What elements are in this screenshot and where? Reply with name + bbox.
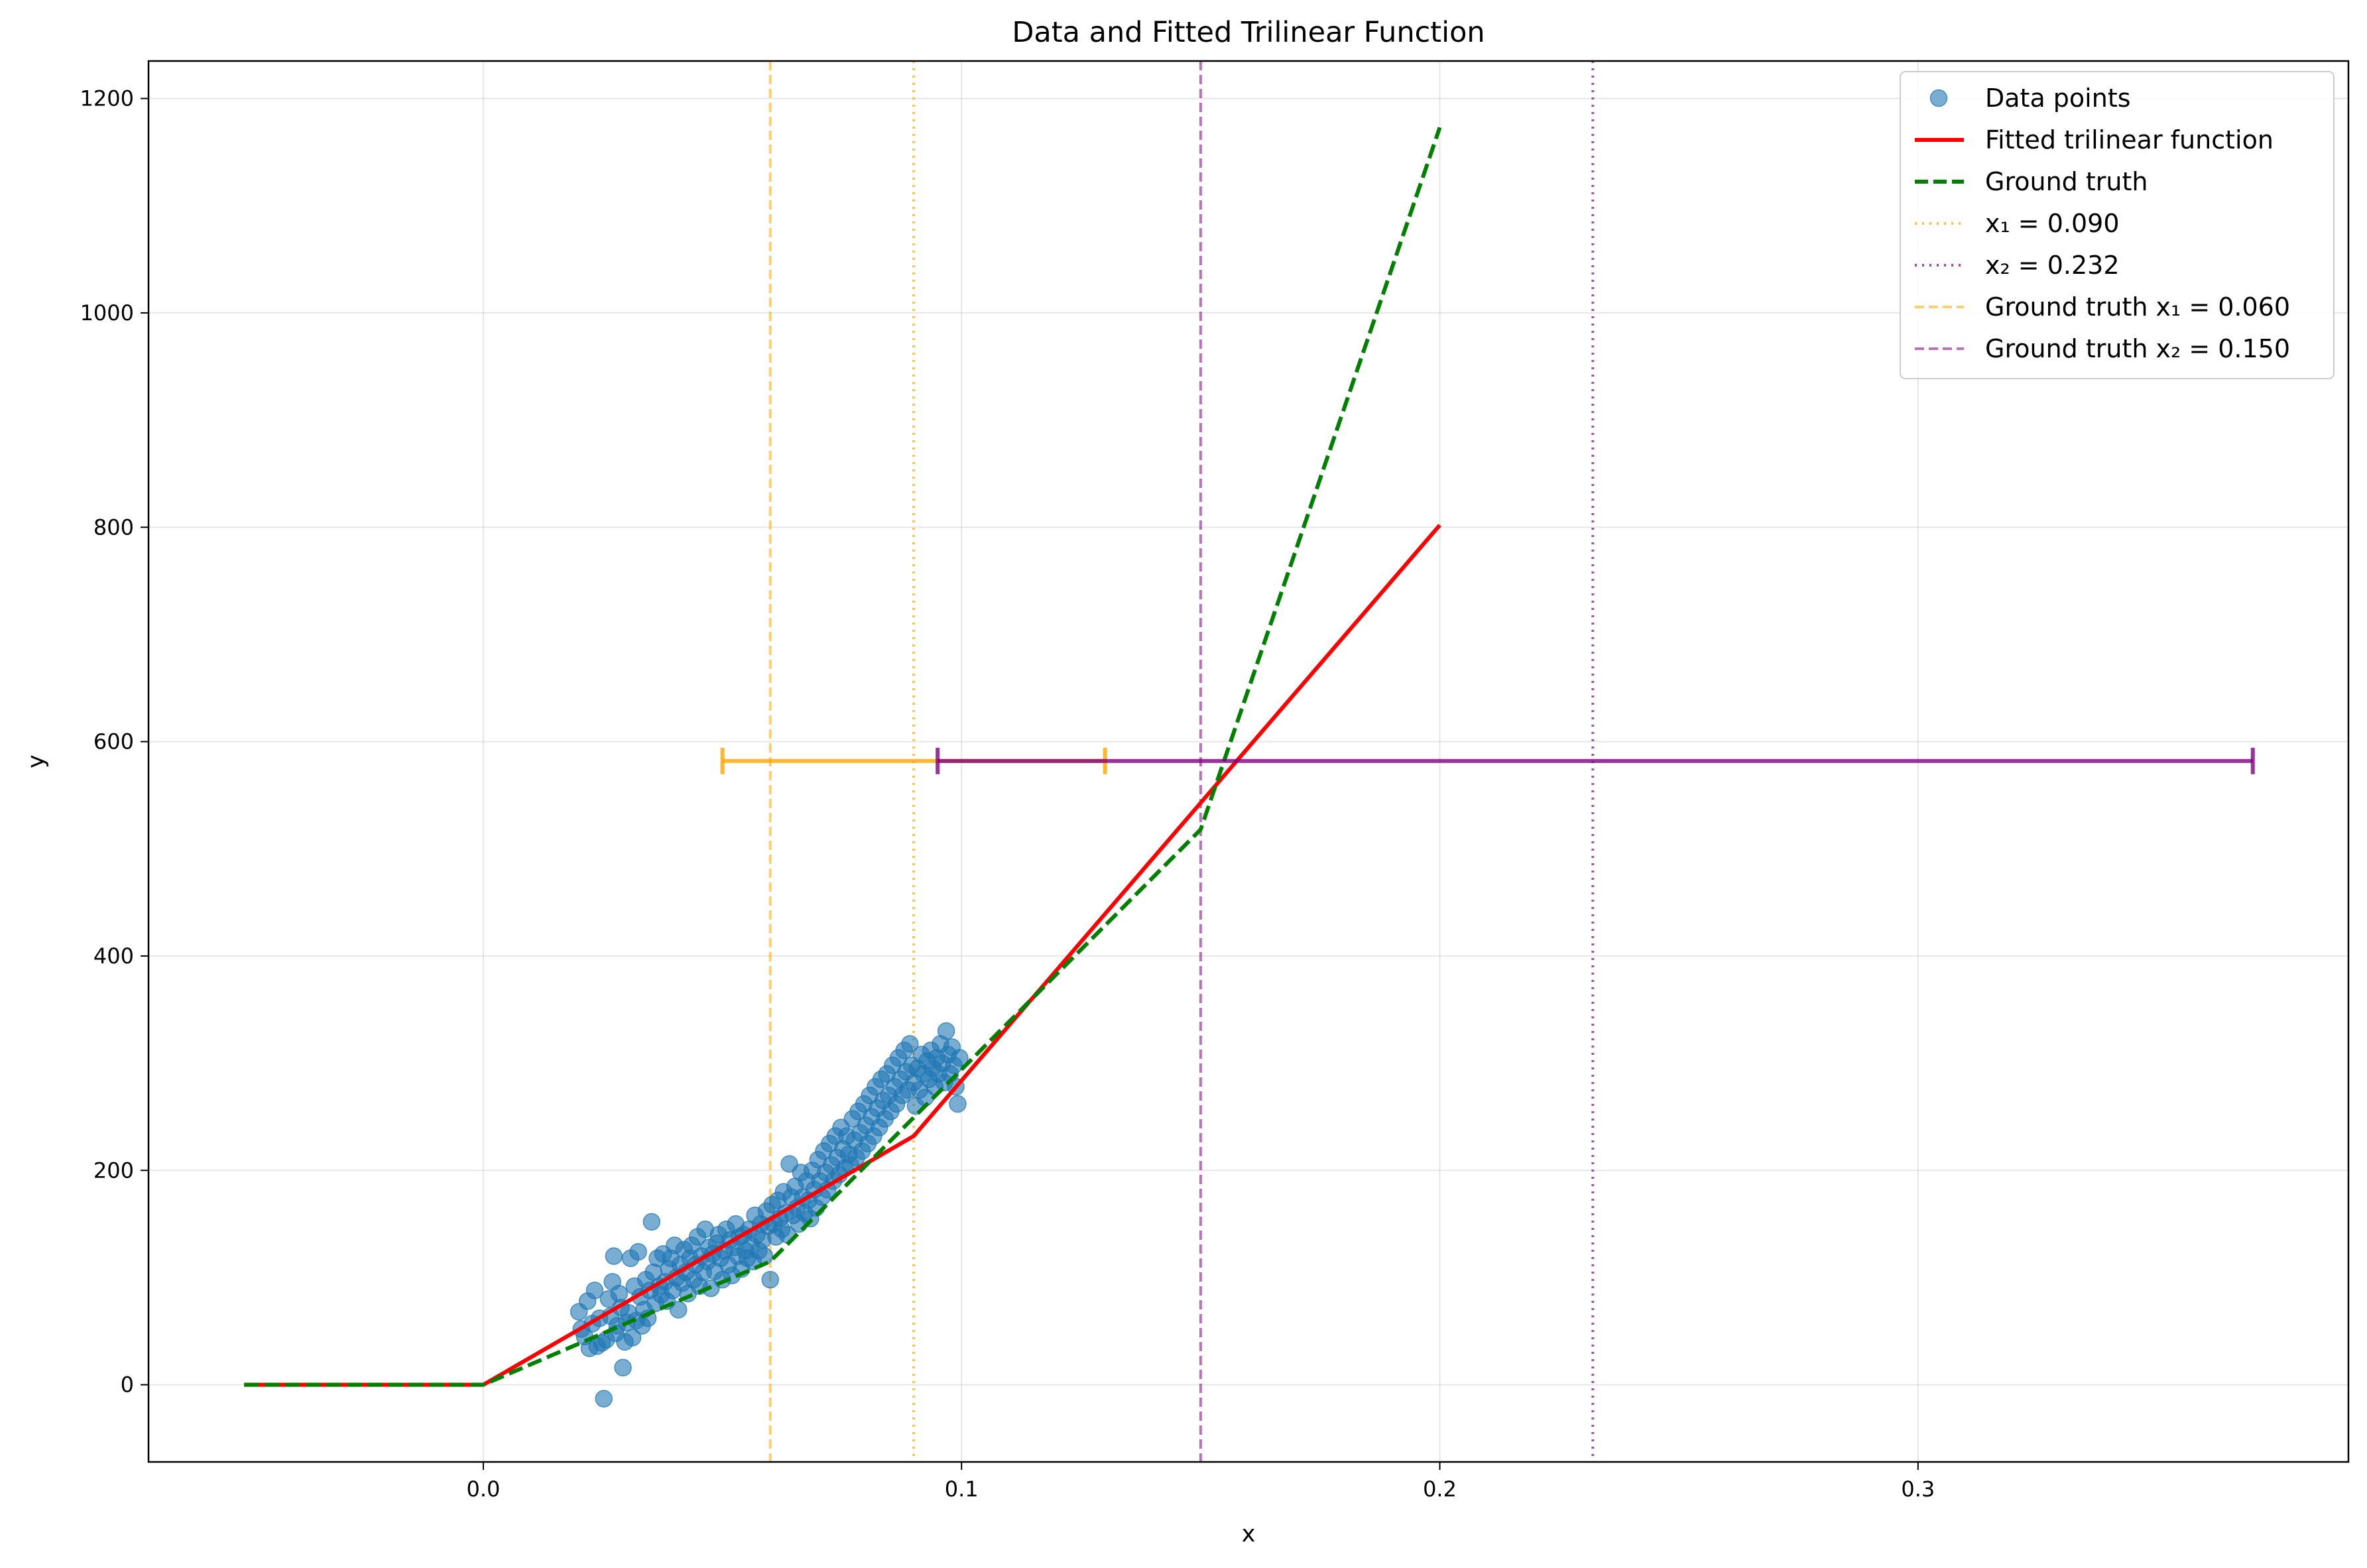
data-point: [901, 1035, 919, 1053]
legend-marker: [1929, 89, 1948, 107]
data-point: [629, 1242, 647, 1261]
interval-bar-2: [936, 747, 2255, 774]
legend-entry: Fitted trilinear function: [1915, 125, 2274, 154]
legend-label: Ground truth x₂ = 0.150: [1985, 334, 2290, 363]
data-point: [949, 1095, 967, 1113]
data-point: [642, 1213, 661, 1231]
data-point: [937, 1022, 955, 1040]
x-tick-label: 0.1: [945, 1477, 979, 1502]
x-tick-label: 0.2: [1423, 1477, 1457, 1502]
legend-entry: Ground truth x₂ = 0.150: [1915, 334, 2290, 363]
legend: Data points Fitted trilinear function Grou…: [1900, 71, 2335, 379]
data-point: [614, 1358, 632, 1376]
data-point: [761, 1270, 779, 1289]
data-point: [951, 1049, 969, 1067]
legend-entry: Data points: [1929, 84, 2131, 113]
data-point: [605, 1247, 623, 1265]
x-tick-label: 0.0: [466, 1477, 500, 1502]
legend-box: [1900, 71, 2335, 379]
x-axis-label: x: [1242, 1521, 1256, 1547]
axes-frame: [147, 60, 2350, 1463]
y-axis-label: y: [23, 754, 50, 768]
y-tick-label: 800: [93, 514, 134, 540]
data-point: [623, 1329, 642, 1347]
chart-title: Data and Fitted Trilinear Function: [1012, 16, 1485, 49]
data-point: [585, 1282, 604, 1299]
y-tick-label: 200: [93, 1158, 134, 1183]
plot-area: [244, 61, 2255, 1462]
y-tick-label: 1000: [80, 300, 134, 326]
legend-label: x₂ = 0.232: [1985, 251, 2120, 280]
data-point: [595, 1390, 613, 1408]
y-tick-label: 600: [93, 729, 134, 754]
ground-truth-line: [244, 127, 1442, 1387]
data-point: [669, 1301, 688, 1319]
scatter-series: [570, 1022, 969, 1408]
y-tick-label: 1200: [80, 86, 134, 111]
y-tick-label: 400: [93, 943, 134, 969]
fitted-line: [244, 524, 1441, 1387]
legend-label: Ground truth: [1985, 167, 2148, 196]
legend-entry: x₁ = 0.090: [1915, 209, 2120, 238]
legend-label: Data points: [1985, 84, 2131, 113]
x-tick-label: 0.3: [1901, 1477, 1935, 1502]
legend-entry: x₂ = 0.232: [1915, 251, 2120, 280]
legend-entry: Ground truth: [1915, 167, 2148, 196]
legend-label: Ground truth x₁ = 0.060: [1985, 292, 2290, 322]
ticks: 0.0 0.1 0.2 0.3 0 200 400 600 800 1000 1200: [80, 86, 1935, 1502]
legend-entry: Ground truth x₁ = 0.060: [1915, 292, 2290, 322]
y-tick-label: 0: [121, 1372, 134, 1398]
legend-label: x₁ = 0.090: [1985, 209, 2120, 238]
legend-label: Fitted trilinear function: [1985, 125, 2274, 154]
